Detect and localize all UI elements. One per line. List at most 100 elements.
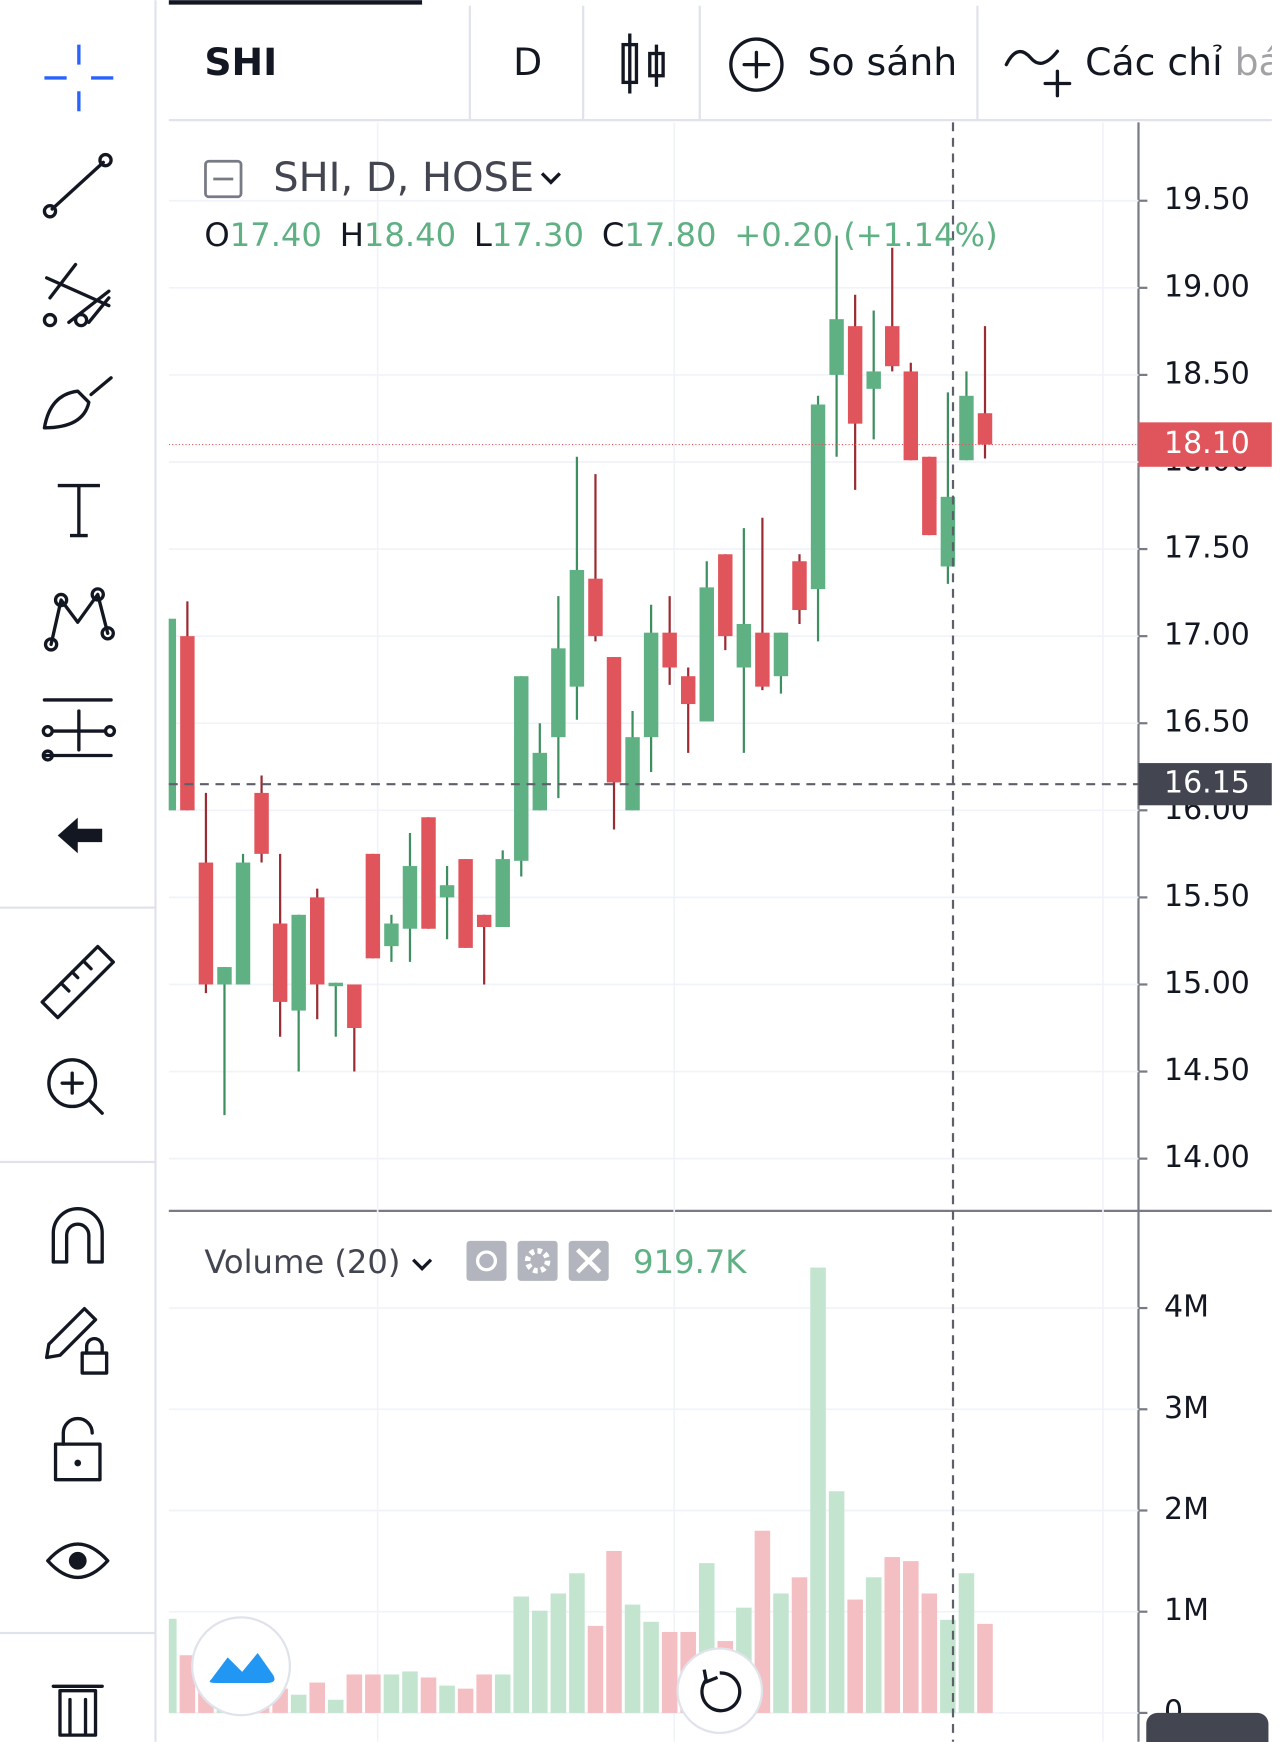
prediction-tool[interactable]: [41, 698, 117, 762]
candle-body: [569, 569, 585, 687]
volume-bar: [754, 1530, 771, 1713]
volume-bar: [513, 1596, 530, 1713]
lock-drawing-tool[interactable]: [44, 1306, 109, 1375]
candle-body: [736, 623, 752, 668]
symbol-button[interactable]: SHI: [204, 40, 277, 84]
volume-bar: [439, 1685, 455, 1713]
volume-bar: [457, 1688, 474, 1713]
candle-body: [977, 413, 993, 445]
series-menu[interactable]: [540, 172, 561, 185]
y-tick-label: 17.00: [1164, 618, 1250, 653]
series-title[interactable]: SHI, D, HOSE: [273, 155, 534, 201]
volume-bar: [921, 1593, 938, 1713]
candle-body: [773, 632, 789, 677]
trend-line-tool[interactable]: [42, 152, 113, 219]
y-tick-label: 15.50: [1164, 879, 1250, 914]
volume-bar: [884, 1557, 901, 1713]
reset-button[interactable]: [676, 1647, 764, 1735]
y-tick-label: 19.00: [1164, 269, 1250, 304]
volume-bar: [810, 1267, 826, 1713]
volume-value: 919.7K: [633, 1243, 747, 1281]
legend-h-label: H: [340, 216, 364, 254]
logo-button[interactable]: [191, 1616, 292, 1717]
legend-l: 17.30: [492, 216, 584, 254]
candle-body: [254, 792, 269, 854]
candle-body: [439, 885, 455, 898]
magnet-tool[interactable]: [51, 1207, 104, 1264]
crosshair-tool[interactable]: [44, 44, 114, 112]
volume-bar: [383, 1674, 400, 1713]
legend-change: +0.20 (+1.14%): [734, 216, 997, 254]
pattern-tool[interactable]: [43, 587, 115, 652]
legend-c: 17.80: [624, 216, 716, 254]
volume-title[interactable]: Volume (20): [204, 1243, 400, 1281]
brush-tool[interactable]: [42, 376, 113, 430]
volume-bar: [773, 1593, 789, 1713]
zoom-tool[interactable]: [47, 1058, 104, 1115]
candle-body: [829, 319, 844, 375]
hide-button[interactable]: [466, 1240, 507, 1281]
volume-bar: [290, 1694, 307, 1713]
candle-body: [810, 404, 826, 590]
volume-bar: [828, 1491, 845, 1713]
volume-bar: [476, 1674, 492, 1713]
candle-body: [792, 561, 807, 611]
settings-button[interactable]: [517, 1240, 558, 1281]
last-price-box: [1138, 422, 1272, 467]
candle-body: [662, 632, 677, 668]
candle-body: [180, 636, 195, 811]
text-tool[interactable]: [57, 483, 100, 538]
interval-button[interactable]: D: [513, 40, 542, 84]
toolbar: SHI D So sánh Các chỉ bá: [168, 0, 1272, 122]
candle-body: [699, 587, 714, 722]
indicators-icon[interactable]: [1004, 49, 1072, 98]
candle-body: [866, 371, 881, 389]
candle-body: [903, 371, 919, 461]
candle-body: [959, 395, 974, 461]
candle-body: [402, 866, 418, 929]
y-tick-label: 2M: [1164, 1492, 1209, 1527]
volume-bar: [420, 1677, 437, 1713]
fork-tool[interactable]: [42, 262, 111, 328]
y-tick-label: 3M: [1164, 1391, 1209, 1426]
y-tick-label: 1M: [1164, 1593, 1209, 1628]
scroll-button[interactable]: [1146, 1712, 1269, 1742]
candle-body: [310, 897, 325, 985]
candle-body: [643, 632, 659, 738]
candle-body: [347, 984, 362, 1029]
candle-body: [606, 657, 622, 783]
volume-bar: [977, 1623, 993, 1713]
volume-menu[interactable]: [412, 1258, 433, 1271]
ruler-tool[interactable]: [40, 944, 115, 1020]
candle-body: [365, 853, 381, 959]
volume-legend: Volume (20) 919.7K: [204, 1240, 747, 1281]
chart-style-button[interactable]: [621, 33, 665, 94]
y-tick-label: 17.50: [1164, 531, 1250, 566]
y-tick-label: 15.00: [1164, 966, 1250, 1001]
volume-bar: [402, 1671, 418, 1713]
back-tool[interactable]: [57, 817, 103, 854]
price-legend: SHI, D, HOSE O17.40 H18.40 L17.30 C17.80 +0.…: [204, 155, 998, 254]
crosshair-price-box: [1138, 763, 1272, 806]
compare-icon[interactable]: [729, 37, 784, 92]
volume-bar: [550, 1593, 567, 1713]
candle-body: [588, 578, 603, 637]
visibility-tool[interactable]: [46, 1542, 110, 1579]
volume-bar: [309, 1682, 325, 1713]
lock-tool[interactable]: [53, 1417, 102, 1482]
volume-bar: [865, 1577, 882, 1713]
volume-bar: [168, 1618, 177, 1713]
volume-bar: [940, 1619, 956, 1713]
candle-body: [235, 862, 251, 985]
compare-button[interactable]: So sánh: [807, 40, 957, 84]
candle-body: [922, 456, 937, 536]
sidebar: [0, 0, 157, 1742]
y-tick-label: 4M: [1164, 1290, 1209, 1325]
candle-body: [551, 648, 566, 738]
legend-o-label: O: [204, 216, 229, 254]
volume-bar: [624, 1604, 641, 1713]
y-tick-label: 14.50: [1164, 1053, 1250, 1088]
collapse-icon[interactable]: [204, 159, 243, 199]
trash-tool[interactable]: [51, 1684, 104, 1737]
